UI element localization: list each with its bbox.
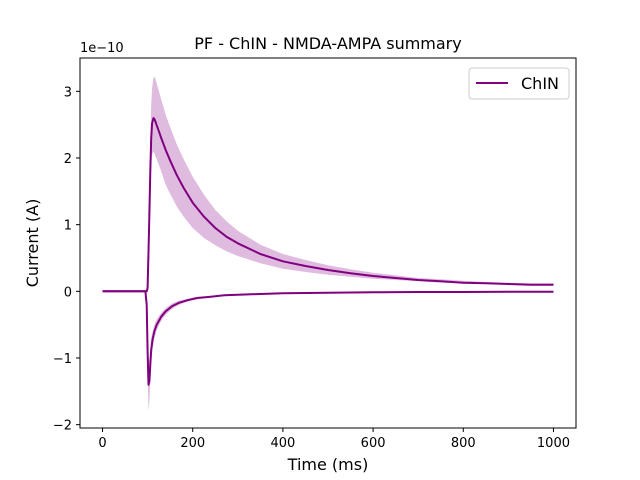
- x-tick-label: 400: [270, 436, 295, 451]
- y-scale-label: 1e−10: [80, 41, 124, 56]
- line-series-0: [102, 117, 554, 293]
- plot-frame: [79, 57, 577, 429]
- y-tick-label: 1: [64, 219, 72, 234]
- y-tick-label: 2: [64, 152, 72, 167]
- x-axis-ticks: 0 200 400 600 800 1000: [98, 428, 570, 451]
- x-axis-label: Time (ms): [287, 455, 369, 474]
- legend-label-chin: ChIN: [521, 74, 559, 93]
- band-series-0: [102, 76, 554, 292]
- chart-title: PF - ChIN - NMDA-AMPA summary: [194, 34, 461, 53]
- y-tick-label: −2: [53, 419, 72, 434]
- y-axis-ticks: −2 −1 0 1 2 3: [53, 85, 80, 434]
- confidence-bands: [102, 76, 554, 412]
- x-tick-label: 600: [361, 436, 386, 451]
- y-tick-label: 0: [64, 285, 72, 300]
- y-axis-label: Current (A): [23, 199, 42, 288]
- y-tick-label: −1: [53, 352, 72, 367]
- legend: ChIN: [468, 67, 570, 100]
- x-tick-label: 800: [451, 436, 476, 451]
- x-tick-label: 1000: [537, 436, 570, 451]
- x-tick-label: 200: [180, 436, 205, 451]
- x-tick-label: 0: [98, 436, 106, 451]
- legend-box: [468, 67, 570, 100]
- y-tick-label: 3: [64, 85, 72, 100]
- line-series-1: [102, 290, 554, 386]
- data-lines: [102, 117, 554, 386]
